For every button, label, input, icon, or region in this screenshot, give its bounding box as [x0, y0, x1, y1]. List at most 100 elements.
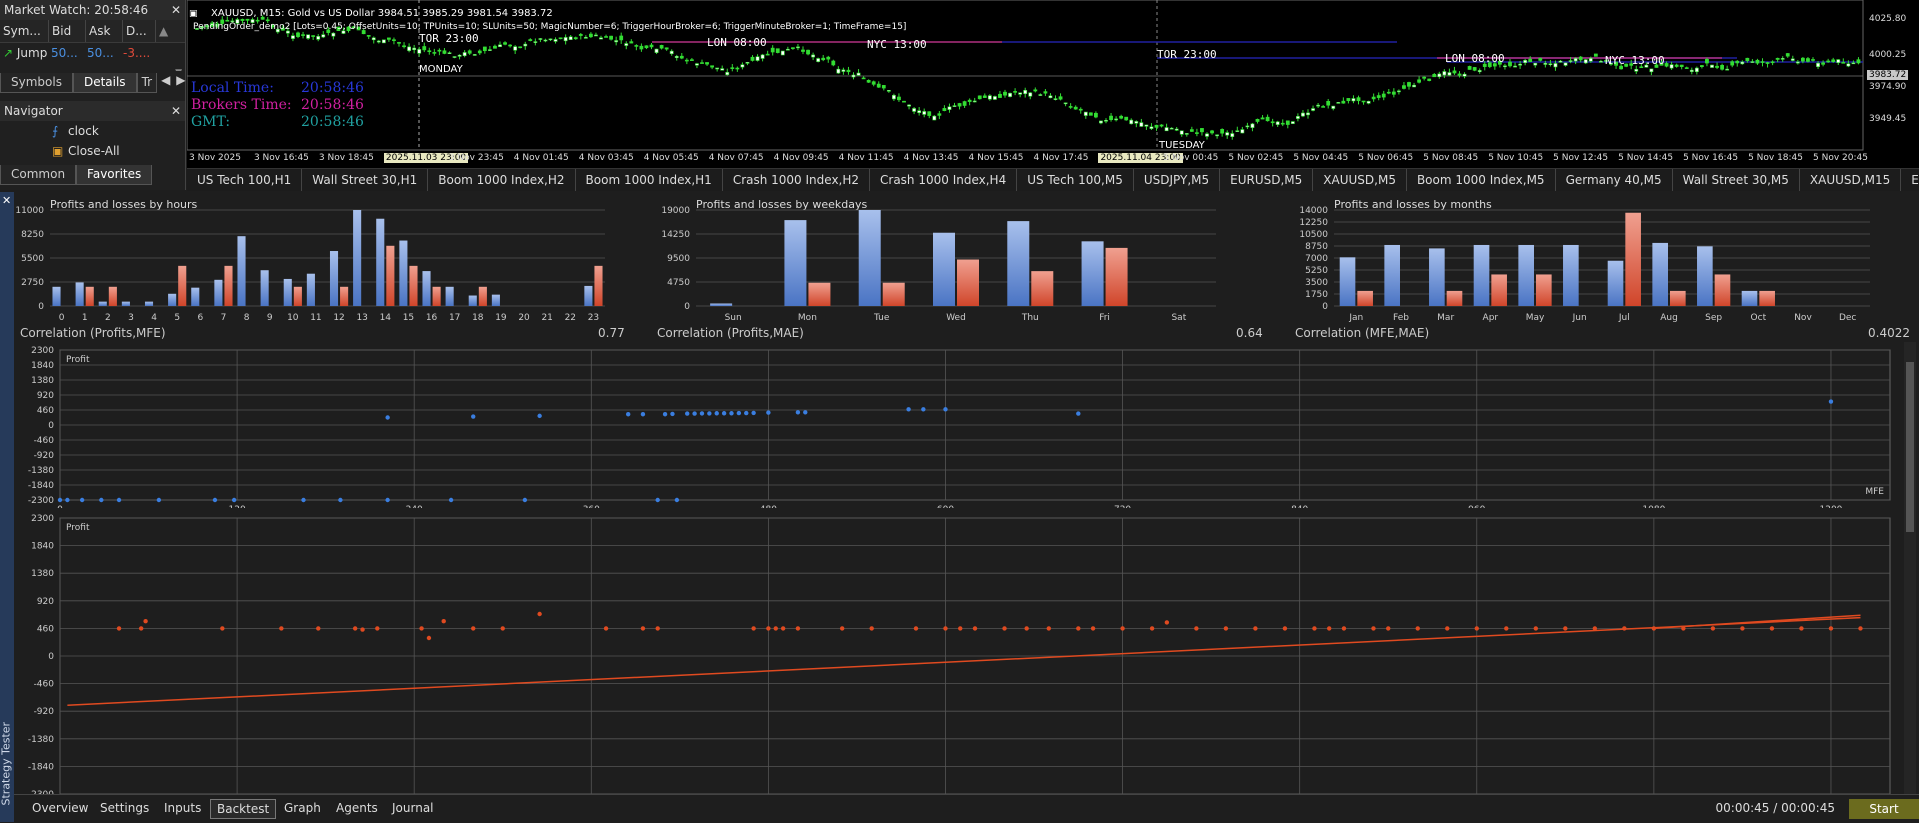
navigator-item-close-all[interactable]: ▣ Close-All — [0, 141, 185, 161]
scatter-point — [640, 412, 646, 417]
chart-tab[interactable]: EURUSD,M15 — [1901, 169, 1919, 191]
y-tick-label: 2750 — [21, 278, 44, 288]
profit-bar — [306, 273, 315, 306]
x-tick-label: Feb — [1393, 313, 1409, 323]
column-daily[interactable]: D... — [123, 20, 156, 42]
candle-body — [578, 34, 583, 36]
candle-body — [1624, 63, 1629, 67]
candle-body — [801, 49, 805, 52]
close-icon[interactable]: ✕ — [2, 194, 12, 207]
chart-tab[interactable]: Wall Street 30,H1 — [302, 169, 429, 191]
scroll-down-icon[interactable]: ▼ — [172, 63, 185, 71]
scatter-point — [780, 626, 786, 631]
scatter-point — [1622, 626, 1627, 631]
candle-body — [1533, 62, 1538, 66]
tab-scroll-right-icon[interactable]: ▶ — [176, 73, 186, 87]
column-symbol[interactable]: Sym... — [0, 20, 49, 42]
chart-tab[interactable]: Crash 1000 Index,H2 — [723, 169, 871, 191]
scrollbar-thumb[interactable] — [1906, 362, 1914, 532]
price-chart[interactable]: ▣ XAUUSD, M15: Gold vs US Dollar 3984.51… — [187, 0, 1919, 168]
time-label: 4 Nov 01:45 — [513, 153, 569, 163]
candle-body — [770, 47, 775, 53]
candle-body — [1442, 71, 1447, 76]
candle-body — [518, 46, 523, 49]
candle-body — [1018, 92, 1023, 95]
candle-body — [493, 45, 497, 49]
chart-tab[interactable]: Wall Street 30,M5 — [1673, 169, 1800, 191]
chart-tab[interactable]: Crash 1000 Index,H4 — [870, 169, 1018, 191]
start-button[interactable]: Start — [1849, 799, 1919, 819]
tab-agents[interactable]: Agents — [336, 801, 378, 815]
candle-body — [735, 67, 740, 70]
candle-body — [1285, 120, 1290, 125]
vertical-scrollbar[interactable] — [1904, 342, 1916, 794]
candle-body — [467, 50, 472, 54]
column-bid[interactable]: Bid — [49, 20, 86, 42]
scatter-point — [1164, 620, 1170, 625]
tab-common[interactable]: Common — [0, 165, 77, 185]
candle-body — [1033, 89, 1038, 92]
chart-tab[interactable]: EURUSD,M5 — [1220, 169, 1314, 191]
chart-tab[interactable]: USDJPY,M5 — [1134, 169, 1221, 191]
price-chart-canvas[interactable]: ▣ — [187, 0, 1919, 168]
tab-trading[interactable]: Tr — [136, 73, 158, 93]
tab-journal[interactable]: Journal — [392, 801, 434, 815]
navigator-item-clock[interactable]: ⨍ clock — [0, 121, 185, 141]
chart-tab[interactable]: Boom 1000 Index,H2 — [428, 169, 576, 191]
tab-scroll-left-icon[interactable]: ◀ — [161, 73, 171, 87]
candle-body — [407, 46, 412, 51]
candle-body — [270, 25, 275, 28]
candle-body — [962, 101, 967, 106]
candle-body — [1159, 124, 1164, 127]
tab-overview[interactable]: Overview — [32, 801, 89, 815]
candle-body — [336, 26, 341, 32]
market-watch-row[interactable]: ↗ Jump ... 50... 50... -3.... — [0, 43, 185, 63]
chart-tab[interactable]: Boom 1000 Index,H1 — [576, 169, 723, 191]
tab-favorites[interactable]: Favorites — [76, 165, 153, 185]
clock-panel: Local Time: 20:58:46 Brokers Time: 20:58:4… — [191, 80, 364, 131]
candle-body — [1235, 130, 1240, 132]
chart-tab[interactable]: US Tech 100,H1 — [187, 169, 303, 191]
tab-inputs[interactable]: Inputs — [164, 801, 202, 815]
candle-body — [1619, 65, 1624, 70]
time-label: 5 Nov 14:45 — [1618, 153, 1674, 163]
candle-body — [1407, 82, 1411, 87]
candle-body — [1240, 129, 1245, 134]
scroll-up-icon[interactable]: ▲ — [159, 24, 169, 38]
scatter-point — [1769, 626, 1775, 631]
candle-body — [755, 56, 760, 61]
candle-body — [1432, 74, 1437, 78]
tab-graph[interactable]: Graph — [284, 801, 321, 815]
candle-body — [1669, 64, 1674, 69]
chart-tab[interactable]: Boom 1000 Index,M5 — [1407, 169, 1556, 191]
scatter-point — [212, 497, 218, 503]
profit-bar — [144, 301, 154, 306]
chart-tab[interactable]: XAUUSD,M15 — [1800, 169, 1902, 191]
candle-body — [897, 96, 901, 101]
chart-tab[interactable]: US Tech 100,M5 — [1017, 169, 1134, 191]
price-scale[interactable]: 4025.80 4000.25 3983.72 3974.90 3949.45 — [1865, 0, 1919, 150]
close-icon[interactable]: ✕ — [170, 3, 181, 17]
x-tick-label: 17 — [449, 313, 460, 323]
price-label: 3949.45 — [1869, 114, 1907, 124]
candle-body — [1583, 59, 1588, 64]
candle-body — [775, 48, 780, 53]
candle-body — [1412, 84, 1416, 88]
candle-body — [1179, 130, 1184, 135]
candle-body — [1609, 62, 1613, 65]
chart-tab[interactable]: Germany 40,M5 — [1556, 169, 1673, 191]
tab-settings[interactable]: Settings — [100, 801, 150, 815]
profit-bar — [1473, 244, 1490, 306]
close-icon[interactable]: ✕ — [170, 104, 181, 118]
tab-backtest[interactable]: Backtest — [210, 799, 277, 819]
tab-symbols[interactable]: Symbols — [0, 73, 73, 93]
scatter-point — [943, 626, 948, 631]
x-tick-label: 13 — [356, 313, 367, 323]
column-ask[interactable]: Ask — [86, 20, 123, 42]
loss-bar — [1759, 290, 1775, 306]
chart-tab[interactable]: XAUUSD,M5 — [1313, 169, 1407, 191]
candle-body — [1073, 106, 1078, 110]
tab-details[interactable]: Details — [72, 73, 137, 93]
scatter-point — [537, 413, 542, 419]
candle-body — [482, 46, 487, 52]
